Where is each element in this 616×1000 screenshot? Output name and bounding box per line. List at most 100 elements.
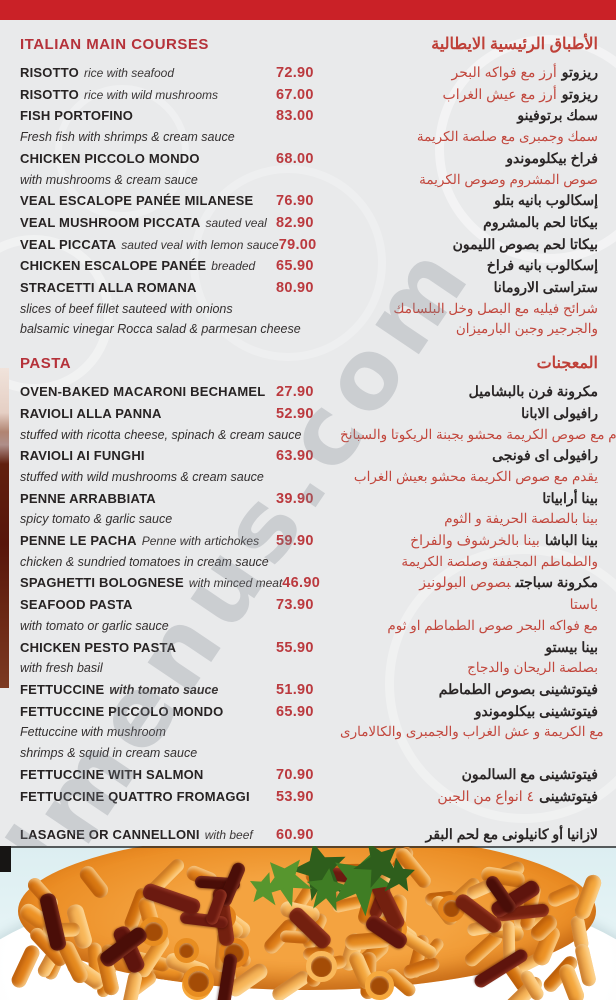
- item-name: LASAGNE OR CANNELLONI: [20, 827, 200, 843]
- photo-corner-shadow: [0, 846, 11, 872]
- item-arabic: بيكاتا لحم بالمشروم: [340, 212, 598, 233]
- sub-description-en: with fresh basil: [20, 661, 103, 676]
- menu-item-row: CHICKEN PICCOLO MONDO 68.00 فراخ بيكلوموند…: [20, 148, 598, 170]
- item-english: SPAGHETTI BOLOGNESE with minced meat: [20, 573, 282, 594]
- item-price: 46.90: [282, 575, 321, 592]
- item-english: RISOTTO rice with seafood: [20, 63, 276, 84]
- menu-item-row: RAVIOLI AI FUNGHI 63.90 رافيولى اى فونجى: [20, 445, 598, 467]
- item-descriptor-arabic: بصوص البولونيز: [419, 574, 511, 591]
- menu-sub-row: shrimps & squid in cream sauce: [20, 743, 598, 764]
- item-arabic: لازانيا أو كانيلونى مع لحم البقر: [340, 824, 598, 845]
- item-arabic: باستا: [340, 594, 598, 615]
- menu-content: ITALIAN MAIN COURSES الأطباق الرئيسية الا…: [0, 20, 616, 868]
- item-english: RAVIOLI ALLA PANNA: [20, 404, 276, 425]
- item-name-arabic: رافيولى اى فونجى: [492, 447, 598, 464]
- item-price: 82.90: [276, 214, 314, 231]
- sub-description-arabic: مع فواكه البحر صوص الطماطم او ثوم: [387, 617, 598, 633]
- section-gap: [20, 807, 598, 824]
- item-arabic: إسكالوب بانيه فراخ: [340, 255, 598, 276]
- item-price: 55.90: [276, 639, 314, 656]
- item-name-arabic: فيتوتشينى: [539, 787, 598, 804]
- item-arabic: بيكاتا لحم بصوص الليمون: [343, 234, 598, 255]
- item-descriptor: Penne with artichokes: [141, 534, 260, 549]
- penne-ring: [306, 951, 337, 982]
- item-english: OVEN-BAKED MACARONI BECHAMEL: [20, 382, 276, 403]
- item-name-arabic: بينا بيستو: [545, 638, 598, 655]
- item-price: 59.90: [276, 533, 314, 550]
- item-descriptor: breaded: [211, 259, 256, 274]
- item-english: FETTUCCINE PICCOLO MONDO: [20, 702, 276, 723]
- item-descriptor-arabic: باستا: [569, 596, 598, 613]
- sub-description-arabic: والجرجير وجبن البارميزان: [455, 321, 598, 337]
- item-descriptor-arabic: أرز مع عيش الغراب: [442, 85, 557, 102]
- item-name: SPAGHETTI BOLOGNESE: [20, 575, 184, 591]
- item-english: VEAL PICCATA sauted veal with lemon sauce: [20, 235, 279, 256]
- item-name-arabic: بيكاتا لحم بالمشروم: [483, 213, 598, 230]
- item-price: 79.00: [278, 236, 317, 253]
- item-name: FETTUCCINE: [20, 681, 105, 697]
- item-price: 70.90: [276, 766, 314, 783]
- menu-sub-row: stuffed with ricotta cheese, spinach & c…: [20, 425, 616, 446]
- item-name-arabic: رافيولى الابانا: [521, 404, 598, 421]
- menu-sub-row: balsamic vinegar Rocca salad & parmesan …: [20, 319, 598, 340]
- swirl-ring: [0, 235, 113, 393]
- menu-item-row: VEAL ESCALOPE PANÉE MILANESE 76.90 إسكالوب…: [20, 190, 598, 212]
- item-descriptor-arabic: أرز مع فواكه البحر: [451, 64, 557, 80]
- menu-item-row: CHICKEN ESCALOPE PANÉE breaded 65.90 إسكالو…: [20, 255, 598, 277]
- item-arabic: بينا الباشابينا بالخرشوف والفراخ: [340, 530, 598, 551]
- sub-description-arabic: يقدم مع صوص الكريمة محشو بجبنة الريكوتا …: [340, 426, 616, 442]
- item-name: VEAL ESCALOPE PANÉE MILANESE: [20, 193, 254, 209]
- item-name-arabic: ستراستى الارومانا: [493, 279, 598, 296]
- item-arabic: مكرونة سباجتىبصوص البولونيز: [346, 572, 598, 593]
- item-name: FISH PORTOFINO: [20, 108, 134, 124]
- item-english: FETTUCCINE QUATTRO FROMAGGI: [20, 787, 276, 808]
- menu-item-row: FISH PORTOFINO 83.00 سمك برتوفينو: [20, 105, 598, 127]
- item-english: PENNE LE PACHA Penne with artichokes: [20, 531, 276, 552]
- item-arabic: فراخ بيكلوموندو: [340, 148, 598, 169]
- sub-description-arabic: صوص المشروم وصوص الكريمة: [419, 171, 598, 187]
- item-descriptor: rice with wild mushrooms: [83, 87, 218, 102]
- sub-description-en: chicken & sundried tomatoes in cream sau…: [20, 554, 269, 569]
- dish-photo: [0, 846, 616, 1000]
- section-title-arabic: الأطباق الرئيسية الايطالية: [431, 36, 598, 53]
- item-name: CHICKEN PICCOLO MONDO: [20, 150, 200, 166]
- sub-description-en: with tomato or garlic sauce: [20, 618, 169, 633]
- item-name: CHICKEN ESCALOPE PANÉE: [20, 258, 207, 274]
- swirl-ring: [385, 545, 616, 823]
- item-arabic: رافيولى الابانا: [340, 403, 598, 424]
- item-name: VEAL MUSHROOM PICCATA: [20, 214, 201, 230]
- item-english: RAVIOLI AI FUNGHI: [20, 446, 276, 467]
- menu-item-row: PENNE LE PACHA Penne with artichokes 59.90…: [20, 530, 598, 552]
- item-name: RISOTTO: [20, 86, 79, 102]
- photo-top-edge: [0, 846, 616, 848]
- menu-sub-row: slices of beef fillet sauteed with onion…: [20, 299, 598, 320]
- sub-description-arabic: شرائح فيليه مع البصل وخل البلسامك: [393, 300, 598, 316]
- item-name: STRACETTI ALLA ROMANA: [20, 280, 197, 296]
- item-arabic: بينا بيستو: [340, 637, 598, 658]
- menu-item-row: STRACETTI ALLA ROMANA 80.90 ستراستى الاروم…: [20, 277, 598, 299]
- item-price: 51.90: [276, 681, 314, 698]
- item-name: OVEN-BAKED MACARONI BECHAMEL: [20, 384, 266, 400]
- swirl-ring: [435, 35, 616, 263]
- item-english: CHICKEN PESTO PASTA: [20, 638, 276, 659]
- item-descriptor: with beef: [204, 828, 253, 843]
- item-price: 65.90: [276, 258, 314, 275]
- section-title-arabic: المعجنات: [536, 355, 598, 373]
- menu-item-row: OVEN-BAKED MACARONI BECHAMEL 27.90 مكرونة …: [20, 381, 598, 403]
- item-name-arabic: بيكاتا لحم بصوص الليمون: [452, 235, 598, 252]
- item-name-arabic: إسكالوب بانيه بتلو: [494, 192, 598, 209]
- item-english: LASAGNE OR CANNELLONI with beef: [20, 825, 276, 846]
- item-arabic: بينا أرابياتا: [340, 488, 598, 509]
- item-price: 67.00: [276, 86, 314, 103]
- item-price: 39.90: [276, 490, 314, 507]
- item-name-arabic: فراخ بيكلوموندو: [506, 149, 598, 166]
- menu-section: ITALIAN MAIN COURSES الأطباق الرئيسية الا…: [20, 34, 598, 340]
- item-name-arabic: بينا أرابياتا: [542, 489, 598, 506]
- item-arabic: إسكالوب بانيه بتلو: [340, 190, 598, 211]
- item-price: 52.90: [276, 405, 314, 422]
- item-price: 76.90: [276, 193, 314, 210]
- item-english: RISOTTO rice with wild mushrooms: [20, 85, 276, 106]
- item-arabic: فيتوتشينى بيكلوموندو: [340, 701, 598, 722]
- sub-description-arabic: سمك وجمبرى مع صلصة الكريمة: [416, 129, 598, 145]
- item-price: 68.00: [276, 150, 314, 167]
